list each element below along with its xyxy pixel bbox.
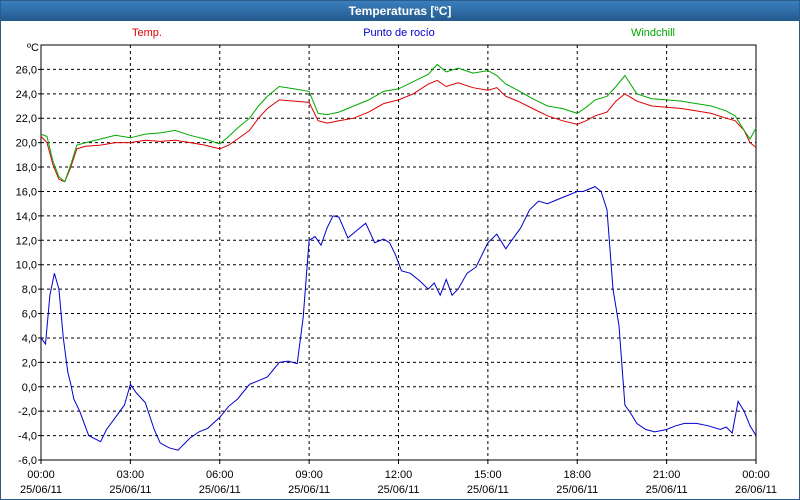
y-axis-label: ºC [27, 42, 39, 54]
y-tick-label: 24,0 [16, 89, 37, 101]
window-title: Temperaturas [ºC] [1, 1, 799, 21]
series-line [40, 186, 757, 451]
x-tick-date-label: 25/06/11 [556, 484, 598, 496]
y-tick-label: -2,0 [18, 406, 37, 418]
y-tick-label: 4,0 [22, 333, 37, 345]
x-tick-date-label: 25/06/11 [109, 484, 151, 496]
y-tick-label: 8,0 [22, 284, 37, 296]
legend: Temp. Punto de rocío Windchill [132, 27, 675, 39]
y-tick-label: 26,0 [16, 64, 37, 76]
legend-entry: Temp. [132, 27, 162, 39]
y-tick-label: 14,0 [16, 211, 37, 223]
x-tick-date-label: 25/06/11 [20, 484, 62, 496]
x-tick-date-label: 25/06/11 [646, 484, 688, 496]
series-line [40, 79, 757, 183]
y-axis-ticks: -6,0 -4,0 -2,0 0,0 2,0 4,0 6,0 8,0 10,0 12,0 14,0 1… [16, 64, 41, 467]
x-tick-date-label: 25/06/11 [377, 484, 419, 496]
data-series [40, 63, 757, 451]
y-tick-label: 16,0 [16, 186, 37, 198]
x-tick-time-label: 15:00 [474, 469, 502, 481]
x-tick-time-label: 06:00 [206, 469, 234, 481]
y-tick-label: 20,0 [16, 138, 37, 150]
x-tick-time-label: 18:00 [563, 469, 591, 481]
y-tick-label: -4,0 [18, 431, 37, 443]
y-tick-label: 2,0 [22, 357, 37, 369]
y-tick-label: 10,0 [16, 260, 37, 272]
x-tick-time-label: 12:00 [385, 469, 413, 481]
x-tick-time-label: 21:00 [653, 469, 681, 481]
series-line [40, 63, 757, 183]
x-tick-time-label: 03:00 [117, 469, 145, 481]
y-tick-label: 0,0 [22, 382, 37, 394]
legend-entry: Windchill [631, 27, 675, 39]
y-tick-label: 6,0 [22, 309, 37, 321]
x-tick-time-label: 09:00 [295, 469, 323, 481]
x-tick-time-label: 00:00 [742, 469, 770, 481]
x-tick-time-label: 00:00 [27, 469, 55, 481]
y-tick-label: 18,0 [16, 162, 37, 174]
y-tick-label: 22,0 [16, 113, 37, 125]
x-tick-date-label: 26/06/11 [735, 484, 777, 496]
plot-area [40, 44, 757, 461]
x-tick-date-label: 25/06/11 [467, 484, 509, 496]
x-tick-date-label: 25/06/11 [288, 484, 330, 496]
x-tick-date-label: 25/06/11 [199, 484, 241, 496]
legend-entry: Punto de rocío [363, 27, 435, 39]
y-tick-label: -6,0 [18, 455, 37, 467]
y-tick-label: 12,0 [16, 235, 37, 247]
x-axis-ticks: 00:00 25/06/11 03:00 25/06/11 06:00 25/06/11 0… [20, 460, 777, 496]
